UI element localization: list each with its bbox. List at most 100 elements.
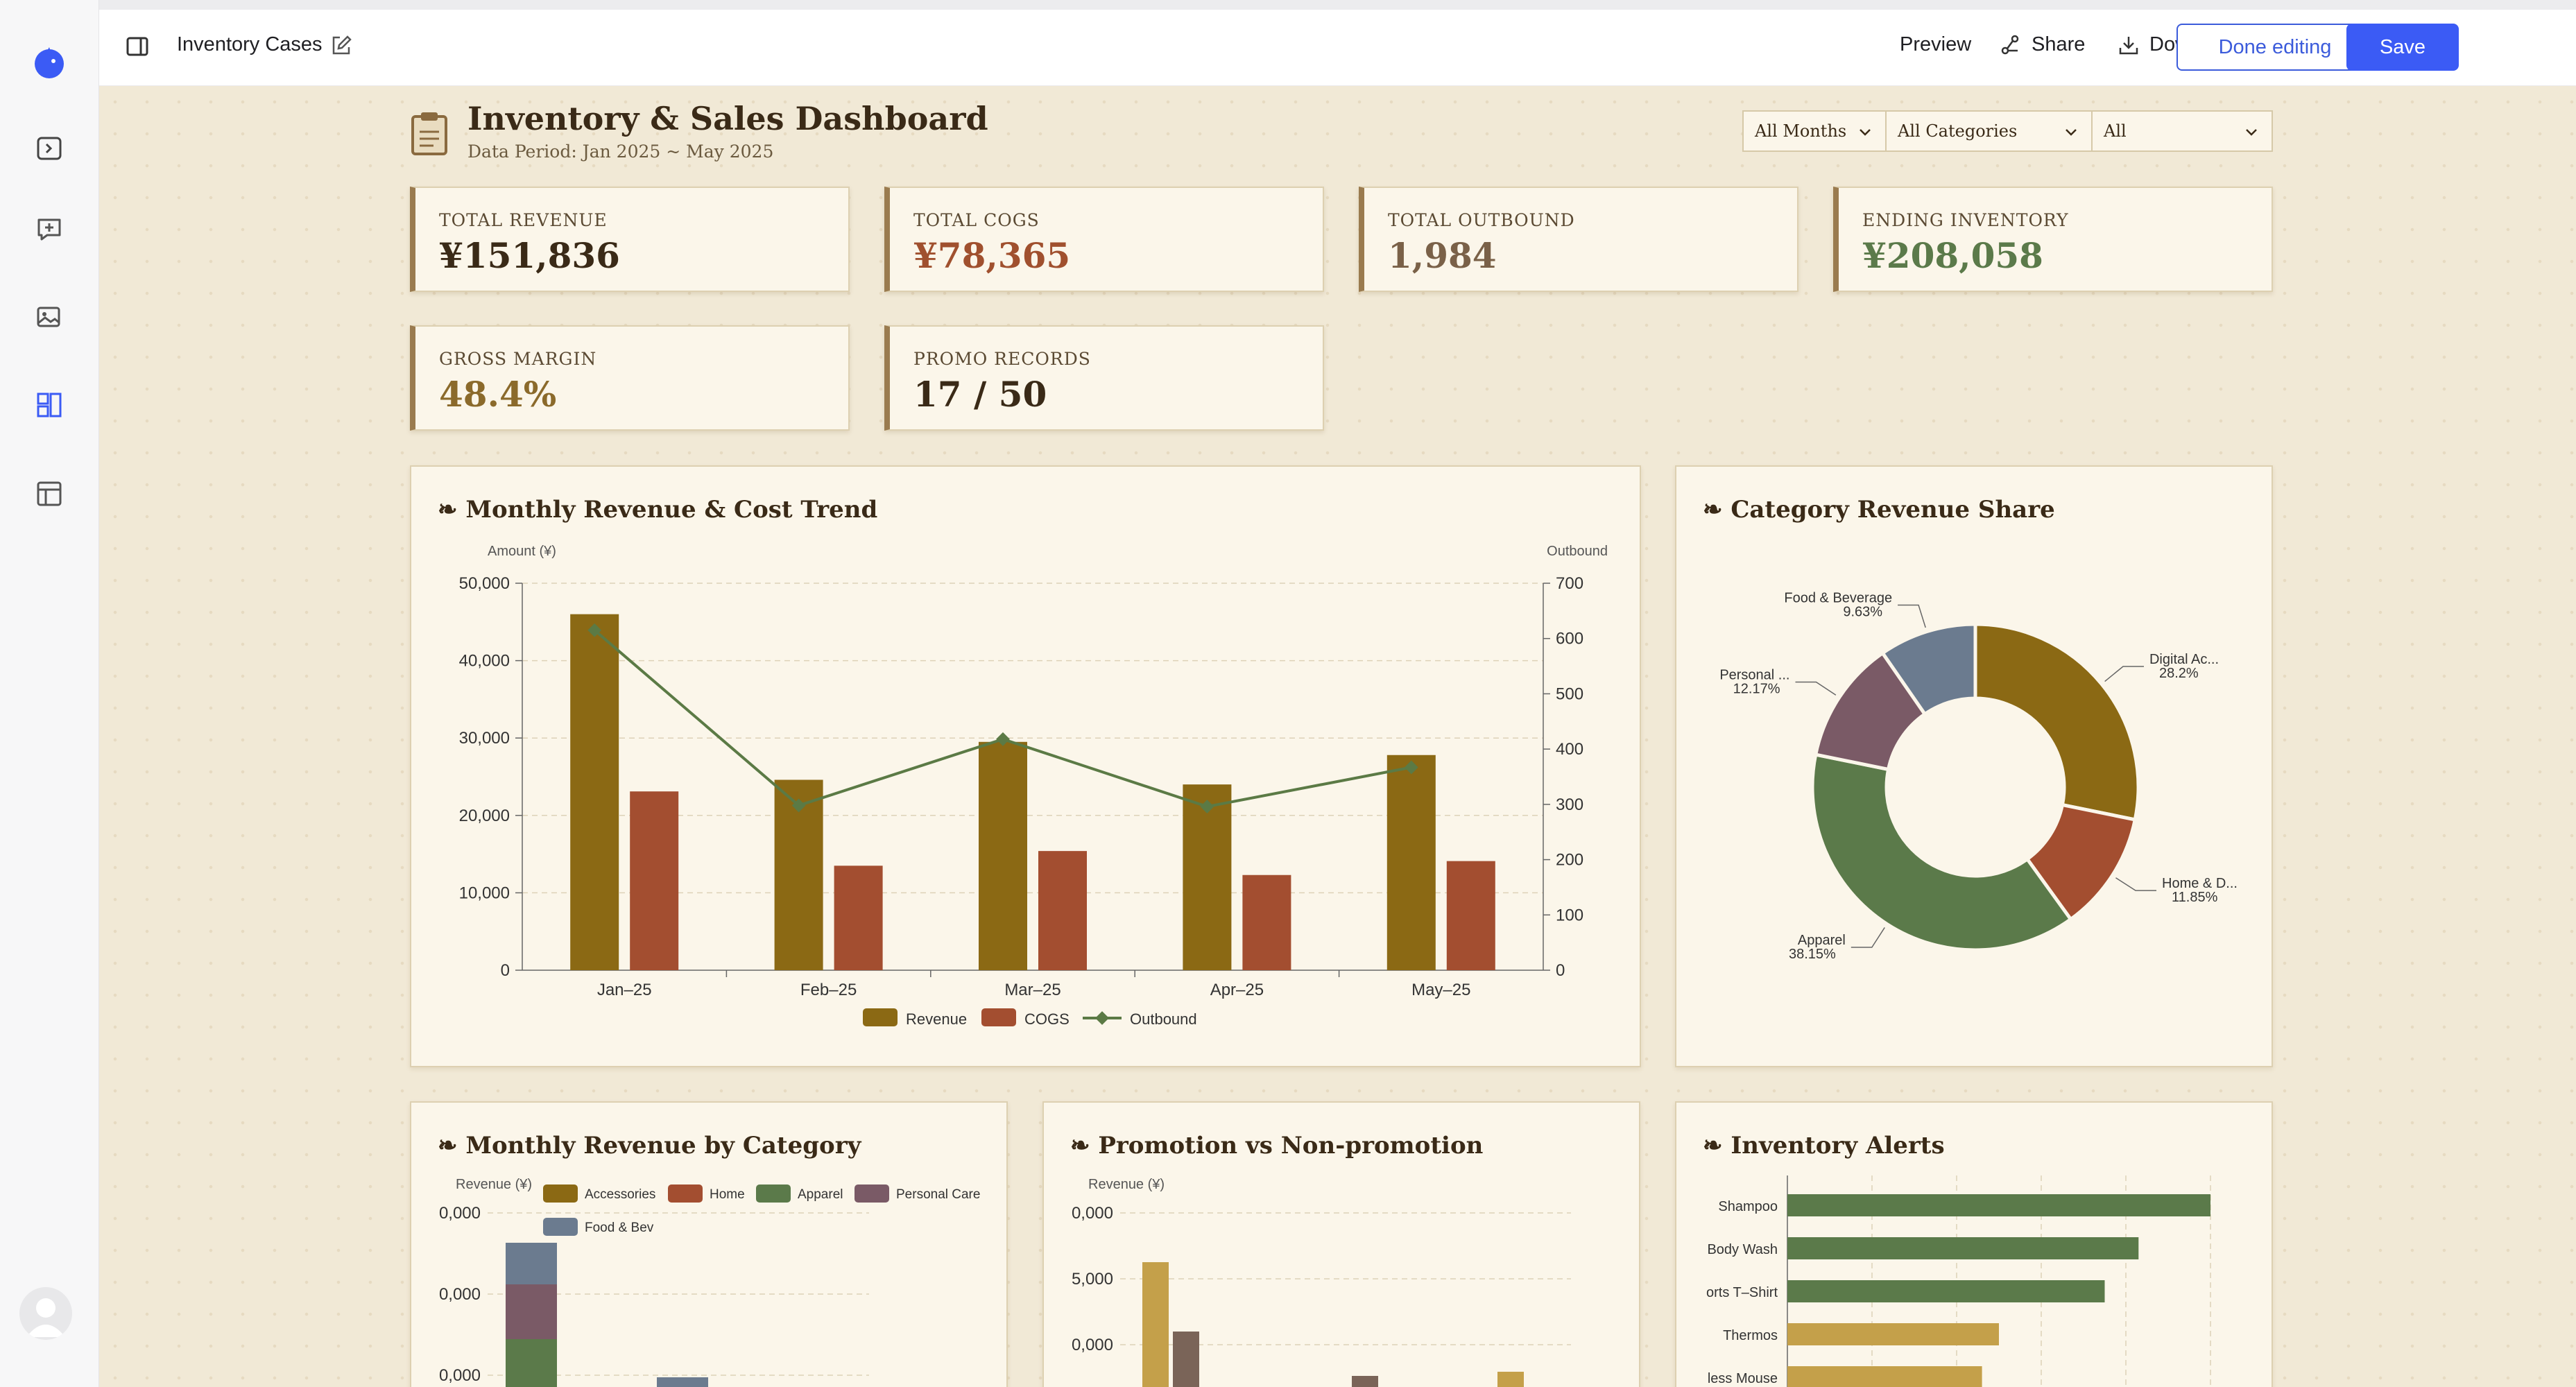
avatar[interactable] [19, 1287, 72, 1340]
revenue-bar [570, 614, 619, 970]
layout-icon[interactable] [30, 474, 69, 513]
category-share-chart: Digital Ac...28.2% Home & D...11.85% Appar… [1719, 590, 2238, 962]
legend-swatch-revenue [863, 1008, 898, 1026]
chevron-down-icon [1860, 129, 1871, 136]
stack-apparel [506, 1339, 557, 1387]
pie-leader [2104, 666, 2144, 682]
logo-icon[interactable] [30, 43, 69, 82]
panel-toggle-icon[interactable] [126, 35, 149, 62]
legend-label: Accessories [585, 1187, 655, 1202]
alert-bar [1787, 1194, 2210, 1216]
revenue-bar [1183, 784, 1232, 970]
month-filter-value: All Months [1755, 121, 1847, 141]
y2-axis-label: Outbound [1547, 544, 1608, 559]
y-tick-label: 20,000 [459, 807, 510, 825]
y-tick-label: 0,000 [439, 1204, 481, 1223]
outbound-point [1404, 760, 1418, 775]
promo-filter[interactable]: All [2091, 110, 2273, 152]
revenue-by-category-chart: Revenue (¥) Accessories Home Apparel Persona… [439, 1177, 980, 1387]
chart-title: ❧ Inventory Alerts [1703, 1132, 1945, 1160]
y-tick-label: 10,000 [459, 884, 510, 902]
promotion-comparison-chart: Revenue (¥) 0,000 5,000 0,000 [1072, 1177, 1571, 1387]
kpi-label: TOTAL COGS [913, 210, 1040, 230]
category-filter[interactable]: All Categories [1885, 110, 2093, 152]
sidebar-toggle-icon[interactable] [30, 129, 69, 168]
image-edit-icon[interactable] [30, 298, 69, 337]
clipboard-icon [411, 112, 447, 155]
legend-label: Home [710, 1187, 745, 1202]
legend-label: Outbound [1130, 1010, 1197, 1028]
y-tick-label: 0 [501, 961, 510, 980]
document-title: Inventory Cases [177, 33, 323, 55]
promotion-comparison-card: Revenue (¥) 0,000 5,000 0,000 ❧ Promotion v… [1042, 1101, 1640, 1387]
pie-pct-label: 38.15% [1789, 947, 1836, 962]
dashboard-canvas: Inventory & Sales Dashboard Data Period:… [99, 86, 2576, 1387]
alert-bar [1787, 1366, 1982, 1387]
pie-label: Digital Ac... [2149, 652, 2219, 667]
alert-bar [1787, 1237, 2139, 1259]
pie-leader [2115, 877, 2157, 891]
legend-label: COGS [1024, 1010, 1070, 1028]
alert-bar-label: Body Wash [1707, 1242, 1778, 1257]
top-bar: Inventory Cases Preview Share Download D… [99, 0, 2576, 86]
cogs-bar [630, 791, 679, 970]
pie-slice [1810, 752, 2074, 952]
chart-title: ❧ Monthly Revenue & Cost Trend [438, 496, 878, 524]
pie-label: Apparel [1798, 933, 1846, 948]
y-tick-label: 40,000 [459, 652, 510, 671]
pie-leader [1898, 604, 1926, 628]
x-tick-label: Feb–25 [800, 981, 857, 999]
dashboard-icon[interactable] [30, 386, 69, 424]
pie-pct-label: 9.63% [1843, 604, 1882, 619]
revenue-cost-trend-chart: Amount (¥) Outbound 0 10,000 20,000 30,000 40,… [459, 544, 1608, 1028]
outbound-point [791, 798, 806, 813]
chart-title: ❧ Promotion vs Non-promotion [1070, 1132, 1484, 1160]
promo-bar [1497, 1372, 1524, 1387]
nonpromo-bar [1173, 1332, 1199, 1387]
promo-filter-value: All [2104, 121, 2127, 141]
kpi-value: ¥151,836 [439, 235, 620, 276]
y2-tick-label: 700 [1556, 574, 1583, 593]
legend-label: Apparel [798, 1187, 843, 1202]
done-editing-button[interactable]: Done editing [2176, 24, 2373, 71]
legend-label: Food & Bev [585, 1221, 654, 1235]
add-chat-icon[interactable] [30, 209, 69, 248]
y-tick-label: 0,000 [439, 1366, 481, 1385]
kpi-value: 48.4% [439, 374, 557, 415]
kpi-label: GROSS MARGIN [439, 349, 597, 369]
y2-tick-label: 0 [1556, 961, 1565, 980]
month-filter[interactable]: All Months [1742, 110, 1887, 152]
chart-title: ❧ Category Revenue Share [1703, 496, 2055, 524]
pie-pct-label: 11.85% [2172, 890, 2218, 905]
edit-title-icon[interactable] [330, 35, 352, 60]
pie-label: Food & Beverage [1784, 590, 1892, 605]
legend-swatch [855, 1184, 889, 1203]
y2-tick-label: 400 [1556, 740, 1583, 759]
x-tick-label: Apr–25 [1210, 981, 1264, 999]
revenue-cost-trend-card: Amount (¥) Outbound 0 10,000 20,000 30,000 40,… [410, 465, 1641, 1067]
chart-title: ❧ Monthly Revenue by Category [438, 1132, 861, 1160]
chevron-down-icon [2066, 129, 2077, 136]
data-period: Data Period: Jan 2025 ~ May 2025 [467, 141, 774, 162]
alert-bar-label: less Mouse [1708, 1371, 1778, 1386]
revenue-bar [1386, 755, 1436, 970]
alert-bar-label: Thermos [1723, 1328, 1778, 1343]
outbound-point [1200, 800, 1214, 813]
revenue-bar [979, 741, 1027, 970]
kpi-promo-records: PROMO RECORDS 17 / 50 [884, 325, 1324, 431]
y2-tick-label: 100 [1556, 906, 1583, 924]
share-button[interactable]: Share [2000, 33, 2085, 56]
preview-button[interactable]: Preview [1900, 33, 1971, 56]
inventory-alerts-chart: Shampoo Body Wash orts T–Shirt Thermos less … [1706, 1175, 2211, 1387]
kpi-gross-margin: GROSS MARGIN 48.4% [410, 325, 850, 431]
pie-pct-label: 12.17% [1733, 682, 1780, 697]
legend-swatch-cogs [981, 1008, 1016, 1026]
legend-label: Personal Care [896, 1187, 980, 1202]
kpi-label: TOTAL OUTBOUND [1388, 210, 1575, 230]
y-tick-label: 0,000 [439, 1285, 481, 1304]
preview-label: Preview [1900, 33, 1972, 55]
x-tick-label: Mar–25 [1004, 981, 1061, 999]
cogs-bar [1038, 851, 1087, 970]
chevron-down-icon [2246, 129, 2257, 136]
save-button[interactable]: Save [2346, 24, 2459, 71]
